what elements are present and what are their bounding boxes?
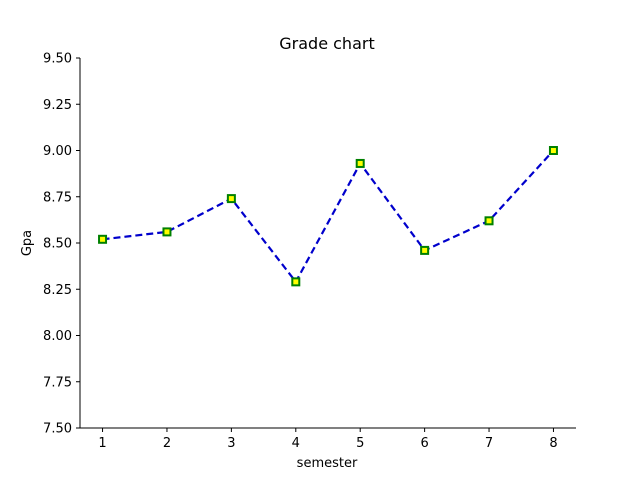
y-tick-label: 8.00 bbox=[43, 329, 72, 344]
x-tick-label: 5 bbox=[356, 436, 364, 451]
y-tick-label: 7.50 bbox=[43, 422, 72, 437]
y-tick-label: 9.50 bbox=[43, 52, 72, 67]
data-point-marker bbox=[226, 194, 236, 204]
y-tick-label: 8.75 bbox=[43, 190, 72, 205]
x-axis-ticks: 1 2 3 4 5 6 7 8 bbox=[98, 428, 558, 451]
x-tick-label: 3 bbox=[227, 436, 235, 451]
series-group bbox=[98, 146, 558, 287]
x-tick-label: 1 bbox=[98, 436, 106, 451]
y-tick-label: 9.00 bbox=[43, 144, 72, 159]
series-line bbox=[102, 149, 555, 284]
data-point-marker bbox=[355, 158, 365, 168]
y-axis-ticks: 7.50 7.75 8.00 8.25 8.50 8.75 9.00 9.25 9.50 bbox=[43, 52, 80, 437]
data-point-marker bbox=[548, 146, 558, 155]
x-tick-label: 8 bbox=[549, 436, 557, 451]
x-tick-label: 4 bbox=[292, 436, 300, 451]
data-point-marker bbox=[291, 277, 301, 287]
data-point-marker bbox=[162, 227, 172, 237]
x-tick-label: 2 bbox=[163, 436, 171, 451]
y-tick-label: 8.25 bbox=[43, 283, 72, 298]
y-axis-label: Gpa bbox=[20, 230, 35, 256]
y-tick-label: 7.75 bbox=[43, 375, 72, 390]
x-tick-label: 6 bbox=[420, 436, 428, 451]
x-axis-label: semester bbox=[297, 456, 358, 471]
chart-title: Grade chart bbox=[279, 34, 374, 53]
y-tick-label: 9.25 bbox=[43, 98, 72, 113]
data-point-marker bbox=[484, 216, 494, 226]
data-point-marker bbox=[420, 245, 430, 255]
data-point-marker bbox=[98, 234, 108, 244]
y-tick-label: 8.50 bbox=[43, 237, 72, 252]
x-tick-label: 7 bbox=[485, 436, 493, 451]
